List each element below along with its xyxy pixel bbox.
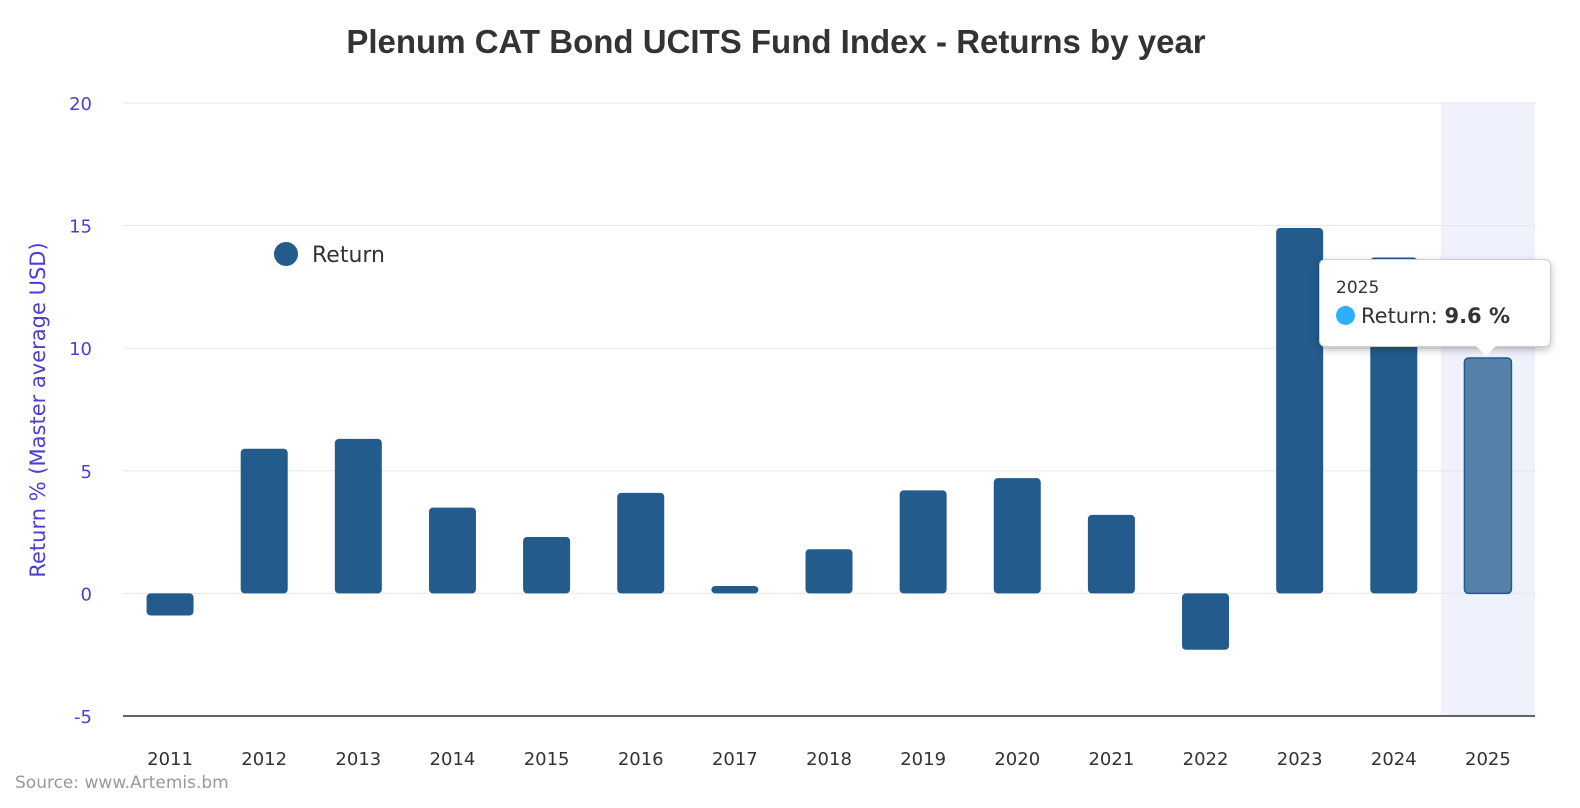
y-tick-label: 0 bbox=[81, 584, 92, 605]
x-tick-label: 2020 bbox=[994, 749, 1040, 770]
bar-2018 bbox=[805, 549, 853, 594]
x-tick-label: 2025 bbox=[1465, 749, 1511, 770]
tooltip-category: 2025 bbox=[1336, 278, 1380, 298]
bar-2013 bbox=[334, 438, 382, 594]
bar-2017 bbox=[711, 586, 759, 594]
bar-2015 bbox=[523, 537, 571, 594]
legend-item-return: Return bbox=[312, 243, 385, 268]
x-tick-label: 2012 bbox=[241, 749, 287, 770]
bar-2011 bbox=[146, 593, 194, 616]
bar-2020 bbox=[993, 478, 1041, 594]
x-tick-label: 2021 bbox=[1088, 749, 1134, 770]
series-dot-icon bbox=[1336, 306, 1355, 325]
x-tick-label: 2011 bbox=[147, 749, 193, 770]
x-tick-label: 2015 bbox=[524, 749, 570, 770]
bar-2012 bbox=[240, 448, 288, 594]
legend-marker-icon bbox=[274, 242, 298, 266]
bar-2016 bbox=[617, 492, 665, 594]
tooltip: 2025 Return: 9.6 % bbox=[1319, 259, 1551, 356]
chart-title: Plenum CAT Bond UCITS Fund Index - Retur… bbox=[346, 23, 1205, 60]
y-tick-label: 10 bbox=[69, 339, 92, 360]
bar-2014 bbox=[428, 507, 476, 594]
bar-2025 bbox=[1463, 357, 1513, 595]
x-tick-label: 2023 bbox=[1277, 749, 1323, 770]
x-tick-label: 2017 bbox=[712, 749, 758, 770]
bar-2023 bbox=[1276, 228, 1324, 594]
source-credit: Source: www.Artemis.bm bbox=[15, 773, 229, 793]
bar-2022 bbox=[1182, 593, 1230, 650]
x-tick-label: 2013 bbox=[335, 749, 381, 770]
y-axis-title: Return % (Master average USD) bbox=[26, 242, 50, 577]
x-tick-label: 2019 bbox=[900, 749, 946, 770]
bar-2021 bbox=[1087, 514, 1135, 594]
tooltip-series-label: Return: bbox=[1361, 304, 1438, 328]
x-tick-label: 2018 bbox=[806, 749, 852, 770]
y-tick-label: -5 bbox=[74, 707, 92, 728]
bar-2019 bbox=[899, 490, 947, 594]
x-tick-label: 2024 bbox=[1371, 749, 1417, 770]
y-tick-label: 5 bbox=[81, 462, 92, 483]
x-tick-label: 2016 bbox=[618, 749, 664, 770]
x-tick-label: 2022 bbox=[1183, 749, 1229, 770]
y-tick-label: 20 bbox=[69, 94, 92, 115]
tooltip-value: 9.6 % bbox=[1444, 304, 1511, 328]
x-tick-label: 2014 bbox=[430, 749, 476, 770]
y-tick-label: 15 bbox=[69, 217, 92, 238]
